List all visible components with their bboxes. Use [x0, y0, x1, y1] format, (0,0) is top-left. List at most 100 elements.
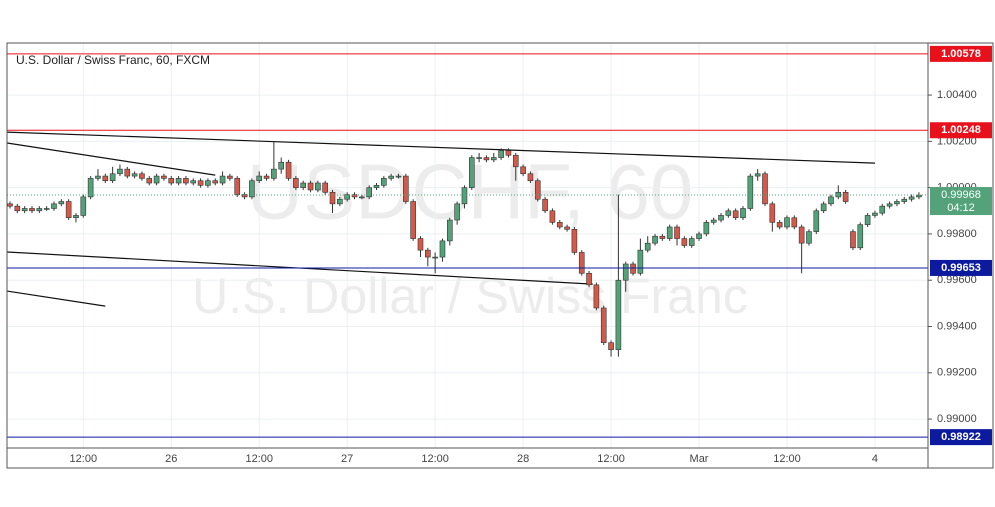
candle-body [285, 161, 292, 179]
candle-body [271, 168, 277, 179]
candle-body [564, 226, 570, 230]
candle-body [894, 201, 900, 205]
candle-body [784, 217, 790, 228]
x-tick-label: Mar [690, 453, 709, 465]
candle-body [505, 150, 512, 156]
candle-body [109, 173, 116, 181]
candle-body [293, 178, 299, 188]
y-tick-label: 0.99000 [937, 413, 977, 425]
candle-body [608, 342, 614, 350]
candle-body [36, 208, 43, 212]
candle-body [490, 157, 497, 161]
candle-body [806, 231, 812, 244]
candle-body [432, 256, 438, 259]
candle-body [87, 178, 94, 198]
level-label: 1.00578 [941, 48, 981, 60]
candle-body [190, 180, 197, 184]
candle-body [307, 182, 314, 191]
candle-body [813, 210, 820, 232]
candle-body [322, 182, 328, 193]
candle-body [183, 178, 189, 184]
candle-body [666, 226, 673, 239]
candle-body [637, 249, 644, 274]
candle-body [395, 175, 402, 178]
candle-body [688, 238, 695, 246]
candle-body [696, 233, 702, 239]
y-tick-label: 1.00400 [937, 89, 977, 101]
candle-body [659, 235, 666, 239]
candle-body [161, 175, 167, 179]
x-tick-label: 12:00 [597, 453, 625, 465]
candle-body [901, 198, 908, 202]
candle-body [410, 201, 416, 239]
candle-body [842, 191, 849, 202]
trendline [6, 142, 216, 176]
candle-body [776, 222, 783, 228]
frame [6, 42, 994, 469]
x-tick-label: 12:00 [773, 453, 801, 465]
level-label: 0.99653 [941, 262, 981, 274]
y-tick-label: 0.99400 [937, 320, 977, 332]
candle-body [446, 219, 453, 242]
candle-body [373, 185, 380, 188]
candle-body [769, 203, 776, 223]
last-price-box [930, 187, 992, 216]
candle-body [820, 203, 827, 212]
candle-body [131, 173, 138, 177]
candle-body [249, 180, 255, 198]
candle-body [476, 157, 482, 159]
candle-body [542, 198, 548, 212]
candle-body [315, 182, 321, 191]
candle-body [263, 175, 270, 179]
x-tick-label: 12:00 [245, 453, 273, 465]
candle-body [674, 226, 680, 239]
candle-body [483, 157, 490, 161]
trendline [6, 290, 106, 307]
chart-title: U.S. Dollar / Swiss Franc, 60, FXCM [16, 53, 210, 67]
candle-body [798, 226, 805, 244]
candle-body [578, 252, 585, 274]
candle-body [43, 208, 50, 210]
candle-body [366, 187, 372, 198]
candle-body [586, 272, 592, 286]
candle-body [153, 175, 160, 184]
candle-body [337, 198, 343, 205]
candle-body [600, 307, 607, 344]
candle-body [139, 173, 145, 179]
trendline [7, 131, 875, 164]
candle-body [359, 196, 365, 199]
candle-body [234, 178, 241, 195]
candle-body [732, 210, 739, 219]
candle-body [21, 208, 28, 212]
candle-body [747, 175, 754, 209]
candle-body [754, 173, 761, 177]
candle-body [454, 203, 460, 221]
y-tick-label: 1.00200 [937, 135, 977, 147]
candle-body [168, 178, 175, 184]
candle-body [791, 217, 798, 228]
candle-body [439, 240, 446, 258]
candle-body [762, 173, 768, 205]
level-label-box [930, 45, 992, 62]
candle-body [740, 208, 746, 219]
candle-body [857, 224, 864, 249]
candle-body [556, 222, 563, 228]
candle-body [644, 242, 651, 251]
candle-body [864, 215, 871, 225]
candle-body [278, 161, 285, 170]
level-label: 0.98922 [941, 431, 981, 443]
candle-body [227, 175, 233, 179]
candle-body [65, 201, 72, 219]
candle-body [498, 150, 504, 158]
candle-body [652, 235, 658, 244]
candle-body [197, 180, 204, 186]
candle-body [725, 210, 732, 216]
candle-body [73, 215, 79, 219]
candle-body [534, 180, 541, 200]
candle-body [80, 196, 87, 216]
candle-body [549, 210, 556, 223]
candle-body [205, 180, 211, 186]
candle-body [403, 175, 409, 202]
plot: USDCHF, 60U.S. Dollar / Swiss Franc0.990… [6, 43, 992, 465]
candle-body [51, 203, 57, 209]
